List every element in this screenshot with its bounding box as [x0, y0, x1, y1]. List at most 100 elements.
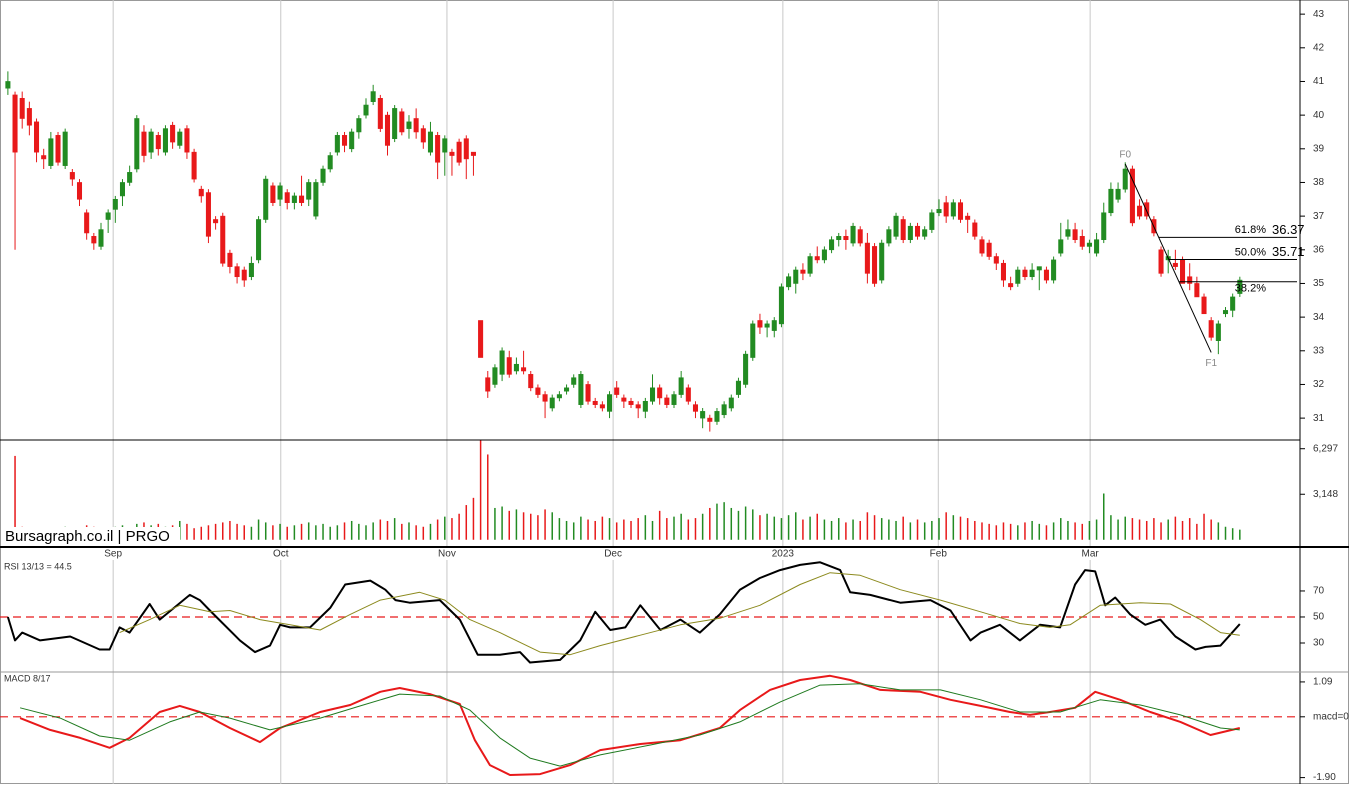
- fib-trend-line: [1124, 163, 1212, 353]
- y-tick-label: 38: [1313, 177, 1325, 188]
- candle-body: [800, 269, 806, 274]
- candle-body: [84, 212, 90, 234]
- candle-body: [1000, 262, 1006, 281]
- candle-body: [685, 387, 691, 402]
- volume-bar: [1045, 525, 1048, 540]
- volume-bar: [329, 526, 331, 540]
- candle-body: [1201, 296, 1207, 315]
- volume-bar: [522, 512, 525, 540]
- candle-body: [26, 108, 32, 126]
- volume-bar: [279, 523, 281, 540]
- volume-bar: [737, 510, 740, 540]
- candle-body: [377, 98, 383, 129]
- volume-bar: [436, 519, 439, 540]
- candle-body: [485, 377, 491, 392]
- candle-body: [1137, 205, 1143, 217]
- indicator-line: [19, 674, 1241, 776]
- candle-body: [1208, 320, 1214, 338]
- candle-body: [549, 397, 555, 409]
- candle-body: [1237, 279, 1243, 294]
- candle-body: [435, 135, 441, 163]
- indicator-line: [19, 683, 1240, 767]
- volume-bar: [730, 507, 733, 540]
- candle-body: [427, 131, 433, 153]
- volume-bar: [830, 520, 833, 540]
- volume-bar: [673, 516, 675, 540]
- volume-bar: [1060, 518, 1062, 540]
- volume-bar: [515, 509, 518, 540]
- y-tick-label: 33: [1313, 345, 1325, 356]
- candle-body: [370, 91, 376, 102]
- volume-bar: [1009, 523, 1012, 540]
- candle-body: [1079, 236, 1085, 247]
- fib-level-label: 38.2%: [1235, 283, 1266, 295]
- volume-bar: [680, 513, 682, 540]
- volume-bar: [608, 518, 611, 540]
- volume-bar: [379, 519, 382, 540]
- candle-body: [91, 236, 97, 244]
- candle-body: [148, 131, 154, 153]
- volume-bar: [1174, 516, 1177, 540]
- volume-bar: [1131, 518, 1134, 540]
- y-tick-label: 40: [1313, 110, 1325, 121]
- candle-body: [993, 256, 999, 264]
- grid-layer: [0, 0, 1300, 784]
- fib-level-label: 50.0%: [1235, 246, 1266, 258]
- volume-bar: [544, 509, 546, 540]
- candle-body: [1108, 188, 1114, 214]
- candle-body: [513, 363, 519, 372]
- y-tick-label: 50: [1313, 612, 1325, 623]
- candle-body: [134, 118, 140, 170]
- y-tick-label: 32: [1313, 379, 1325, 390]
- volume-bar: [923, 522, 926, 540]
- candle-body: [1144, 202, 1150, 217]
- y-tick-label: 34: [1313, 312, 1325, 323]
- volume-bar: [1138, 519, 1141, 540]
- volume-bar: [823, 519, 826, 540]
- volume-bar: [365, 525, 367, 540]
- candle-body: [406, 121, 412, 129]
- volume-bar: [393, 518, 396, 540]
- volume-bar: [1203, 513, 1205, 540]
- candle-body: [936, 209, 942, 214]
- volume-bar: [644, 515, 647, 540]
- candle-body: [714, 411, 720, 422]
- candle-body: [621, 397, 627, 402]
- fib-level-value: 35.71: [1272, 244, 1305, 259]
- candle-body: [184, 128, 190, 153]
- candle-body: [141, 131, 147, 156]
- labels-layer: Sep Oct Nov Dec 2023 Feb Mar 31 32 33 34 35 36 37 38 39…: [2, 9, 1349, 783]
- volume-bar: [888, 519, 890, 540]
- volume-bar: [630, 520, 632, 540]
- candle-body: [463, 138, 469, 160]
- candle-body: [1129, 168, 1135, 224]
- candle-body: [943, 202, 949, 217]
- candle-body: [76, 182, 83, 200]
- volume-bar: [795, 512, 797, 540]
- candle-body: [341, 135, 348, 146]
- fib-start-label: F0: [1119, 150, 1131, 161]
- candle-body: [69, 172, 75, 180]
- candle-body: [907, 225, 913, 240]
- candle-body: [1043, 269, 1049, 281]
- candle-body: [19, 98, 25, 119]
- candle-body: [62, 131, 68, 166]
- candle-body: [220, 215, 226, 264]
- y-tick-label: 41: [1313, 76, 1325, 87]
- candle-body: [642, 400, 648, 412]
- volume-bar: [1210, 519, 1212, 540]
- candle-body: [456, 141, 462, 163]
- volume-bar: [809, 516, 811, 540]
- volume-bar: [1181, 520, 1184, 540]
- candle-body: [363, 104, 369, 116]
- candle-body: [155, 135, 161, 150]
- y-tick-label: 31: [1313, 413, 1325, 424]
- volume-bar: [336, 525, 339, 540]
- candle-body: [585, 384, 591, 402]
- volume-bar: [551, 512, 553, 540]
- volume-bar: [1124, 516, 1126, 540]
- candle-body: [1101, 212, 1107, 240]
- candle-body: [349, 131, 355, 150]
- candle-body: [592, 400, 598, 405]
- candle-body: [528, 374, 534, 389]
